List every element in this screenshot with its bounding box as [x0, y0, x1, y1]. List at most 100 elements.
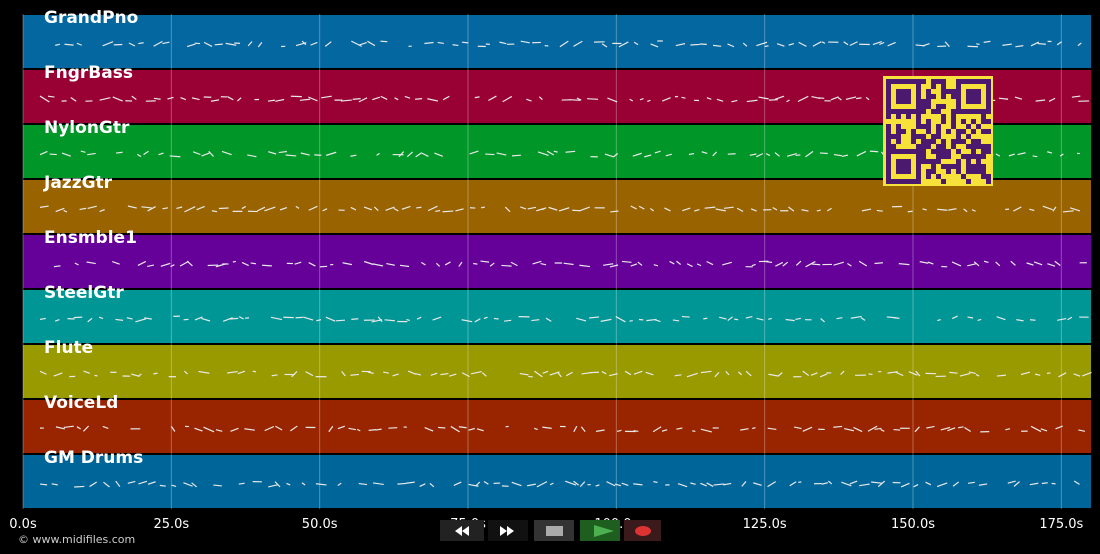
note [607, 97, 618, 103]
note [435, 209, 441, 213]
note [686, 263, 693, 268]
qr-module [971, 94, 976, 99]
note [415, 372, 422, 376]
qr-module [966, 94, 971, 99]
note [532, 260, 542, 265]
note [376, 152, 380, 156]
note [450, 425, 460, 433]
note [893, 317, 900, 319]
qr-module [981, 154, 986, 159]
note [578, 206, 590, 212]
note [573, 40, 583, 47]
note [614, 483, 622, 487]
tracks [23, 15, 1092, 508]
qr-module [941, 149, 946, 154]
note [201, 317, 211, 322]
qr-module [921, 149, 926, 154]
note [742, 42, 748, 47]
note [967, 263, 976, 267]
qr-module [956, 169, 961, 174]
track-name: Ensmble1 [44, 228, 137, 248]
note [394, 97, 399, 101]
qr-module [916, 84, 921, 89]
note [526, 98, 532, 102]
qr-module [961, 119, 966, 124]
note [55, 207, 65, 213]
qr-module [931, 109, 936, 114]
note [496, 152, 507, 156]
qr-module [986, 149, 991, 154]
note [536, 481, 548, 488]
note [621, 260, 632, 263]
note [995, 153, 1001, 157]
qr-module [961, 109, 966, 114]
note [1015, 45, 1024, 48]
note [798, 41, 807, 47]
note [385, 206, 395, 211]
note [647, 99, 651, 103]
qr-module [921, 99, 926, 104]
qr-module [981, 119, 986, 124]
note [756, 153, 764, 158]
qr-module [956, 94, 961, 99]
note [352, 98, 361, 101]
qr-module [951, 144, 956, 149]
note [833, 153, 842, 157]
note [131, 373, 140, 377]
note [127, 480, 136, 484]
note [563, 262, 574, 266]
qr-module [891, 79, 896, 84]
note [147, 206, 156, 212]
note [368, 371, 374, 374]
note [540, 262, 547, 266]
track-labels: GrandPno FngrBass NylonGtr JazzGtr Ensmble1 S… [43, 8, 143, 468]
note [700, 428, 712, 433]
note [865, 96, 870, 101]
note [348, 427, 357, 431]
note [983, 40, 991, 43]
note [1029, 208, 1035, 212]
note [653, 481, 658, 484]
note [47, 95, 55, 98]
note [746, 99, 758, 103]
note [301, 40, 307, 46]
note [489, 262, 495, 267]
note [633, 483, 643, 486]
qr-module [886, 169, 891, 174]
note [630, 263, 638, 267]
qr-module [886, 84, 891, 89]
note [39, 483, 48, 486]
qr-module [886, 89, 891, 94]
note [89, 481, 98, 488]
note [305, 371, 314, 377]
note [324, 41, 332, 47]
qr-module [971, 99, 976, 104]
note [218, 207, 229, 210]
note [250, 262, 256, 265]
qr-module [921, 154, 926, 159]
note [238, 482, 245, 485]
note [786, 99, 790, 103]
note [644, 154, 652, 158]
qr-module [926, 129, 931, 134]
qr-module [886, 114, 891, 119]
qr-module [951, 139, 956, 144]
qr-module [931, 139, 936, 144]
qr-module [941, 79, 946, 84]
note [87, 152, 96, 156]
note [198, 370, 210, 374]
note [580, 426, 586, 433]
qr-module [956, 109, 961, 114]
qr-module [916, 109, 921, 114]
qr-module [941, 119, 946, 124]
note [388, 427, 398, 429]
qr-module [961, 174, 966, 179]
note [725, 370, 730, 376]
note [861, 208, 872, 212]
note [159, 484, 166, 487]
note [208, 150, 215, 157]
note [262, 264, 272, 267]
note [230, 427, 239, 432]
note [686, 372, 698, 378]
qr-module [971, 89, 976, 94]
